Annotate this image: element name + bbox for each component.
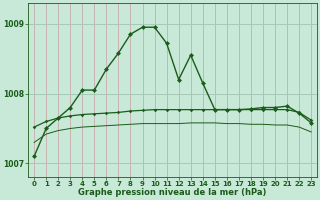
X-axis label: Graphe pression niveau de la mer (hPa): Graphe pression niveau de la mer (hPa)	[78, 188, 267, 197]
